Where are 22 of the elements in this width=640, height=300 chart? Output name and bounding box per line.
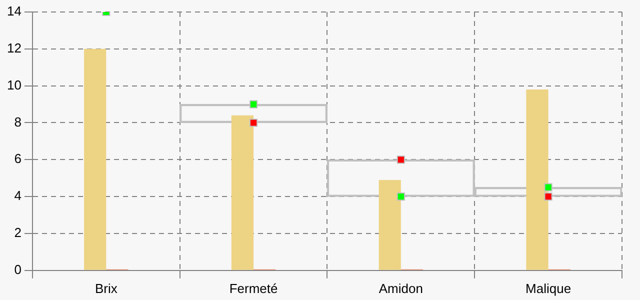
y-tick-label: 2 [14,225,22,240]
y-tick-label: 14 [6,4,22,19]
point [250,118,258,127]
x-tick-label: Malique [526,280,572,296]
point [396,156,405,164]
y-tick-label: 4 [14,188,22,204]
point [250,100,258,108]
x-tick-label: Fermeté [229,280,278,296]
bar [526,90,548,270]
bar [378,180,401,270]
y-tick-label: 0 [14,262,22,277]
y-tick-label: 10 [6,77,22,92]
x-tick-label: Amidon [378,280,423,296]
bar [231,115,254,270]
point [544,183,552,192]
point [396,192,405,201]
y-tick-label: 12 [6,40,22,56]
point [544,192,552,201]
bar [84,48,106,270]
y-tick-label: 6 [14,151,22,166]
x-tick-label: Brix [94,280,118,296]
y-tick-label: 8 [14,114,22,130]
